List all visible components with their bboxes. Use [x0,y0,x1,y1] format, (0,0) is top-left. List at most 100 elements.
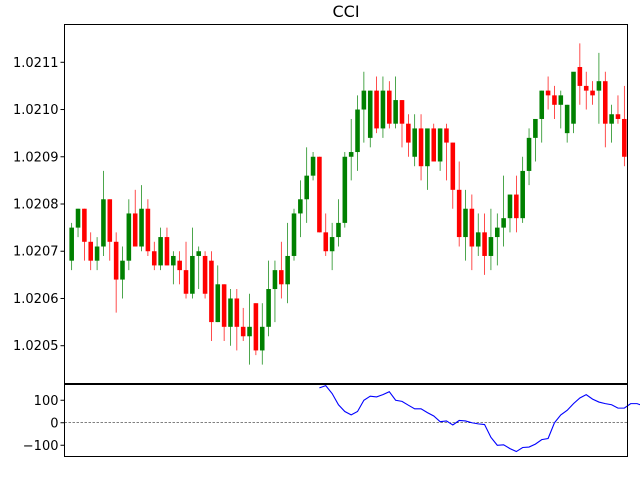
candle-body [183,270,189,294]
candle [552,85,557,119]
candle [177,251,182,285]
candle-body [82,208,87,242]
candle-body [564,104,570,134]
candle [367,90,373,148]
candle-body [406,123,411,143]
candle [533,118,538,162]
candle-body [196,251,202,256]
candle-body [348,152,354,157]
chart-title: CCI [332,2,359,21]
candle [69,222,74,271]
candle-body [482,232,487,256]
candle-body [583,85,589,91]
candle [240,307,246,341]
candle [444,123,449,181]
candle-body [450,142,456,190]
candle [507,194,513,233]
candle [317,156,322,233]
candle-body [425,128,430,167]
candle [215,265,221,323]
candle [583,71,589,110]
candle-body [158,237,163,266]
candle-body [323,232,329,252]
candle [82,208,87,261]
candle-body [609,114,614,124]
candle-body [259,326,265,351]
candle [374,76,379,134]
cci-series-line [319,384,640,453]
candle [602,71,608,148]
candle-body [132,213,138,247]
candle [590,81,595,105]
candle [196,246,202,290]
candle-body [221,284,227,327]
candle [514,175,519,233]
candle-body [545,90,551,96]
candle [310,152,316,181]
candle-body [234,298,240,327]
candle-body [367,90,373,138]
candle-body [374,90,379,129]
candle-body [202,255,208,294]
candle-body [533,118,538,138]
candle [234,289,240,351]
candles-group [69,43,627,365]
candle [126,199,132,271]
candle [387,81,392,129]
candle-body [399,100,405,124]
candle [183,241,189,299]
price-panel: 1.0205 1.0206 1.0207 1.0208 1.0209 1.0210 1.02… [13,24,628,384]
cci-y-tick-label: 0 [50,416,58,431]
candle [304,147,309,223]
candle-body [139,208,144,247]
candle-body [329,237,335,252]
candle-body [253,303,259,351]
candle [323,213,329,256]
candle [145,199,151,256]
candle [285,222,290,304]
candle [151,241,157,271]
candle [520,156,525,223]
candle [463,189,468,261]
candle-body [501,218,506,228]
candle-body [291,213,297,256]
candle-body [75,208,81,228]
candle-body [285,255,290,285]
candle-body [94,246,100,261]
candle [190,227,195,299]
candle-body [507,194,513,219]
candle [228,289,233,346]
candle [596,52,602,124]
candle-body [463,208,468,238]
candle [615,95,621,124]
candle [501,175,506,247]
candle-body [418,128,424,167]
candle [266,260,271,337]
candle [209,251,214,341]
candle-body [558,95,564,105]
candle-body [622,118,627,157]
candle [571,71,576,134]
candle [132,189,138,247]
candle-body [228,298,233,327]
candle [431,123,437,162]
cci-panel: 100 0 −100 [23,384,640,457]
cci-plot-frame [64,384,628,457]
candle-body [247,326,252,337]
candle-body [380,90,386,129]
candle-body [514,194,519,219]
candle [171,251,176,285]
candle [253,303,259,356]
candle-body [342,156,348,223]
candle [577,43,583,105]
candle-body [69,227,74,261]
candle-body [151,251,157,266]
candle [469,194,475,271]
candle-body [336,222,341,238]
candle [609,104,614,143]
candle [488,208,494,271]
candle-body [571,71,576,124]
candle-body [304,175,309,200]
candle [475,213,481,256]
